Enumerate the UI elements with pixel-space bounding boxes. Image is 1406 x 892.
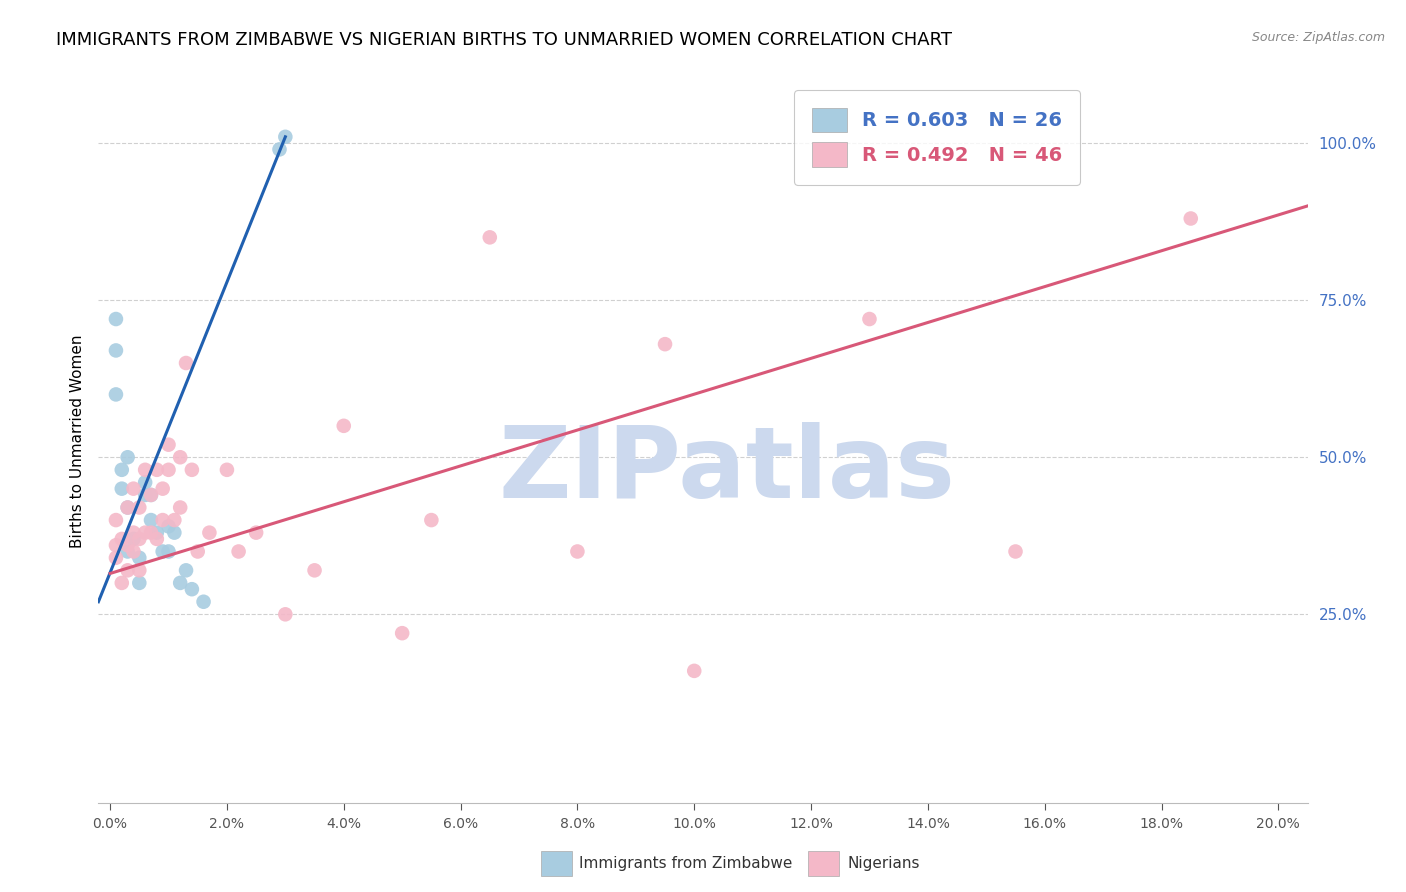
Point bbox=[104, 387, 127, 401]
Point bbox=[146, 532, 169, 546]
Point bbox=[128, 532, 150, 546]
Point bbox=[128, 563, 150, 577]
Text: Nigerians: Nigerians bbox=[848, 856, 921, 871]
Point bbox=[304, 563, 326, 577]
Point bbox=[139, 488, 162, 502]
Point bbox=[269, 142, 291, 156]
Point bbox=[152, 544, 174, 558]
Point bbox=[152, 513, 174, 527]
Point bbox=[478, 230, 501, 244]
Legend: R = 0.603   N = 26, R = 0.492   N = 46: R = 0.603 N = 26, R = 0.492 N = 46 bbox=[794, 90, 1080, 185]
Point bbox=[104, 513, 127, 527]
Point bbox=[228, 544, 250, 558]
Point bbox=[104, 550, 127, 565]
Point bbox=[146, 525, 169, 540]
Point bbox=[134, 475, 156, 490]
Point bbox=[117, 538, 139, 552]
Point bbox=[274, 129, 297, 144]
Point bbox=[391, 626, 413, 640]
Point bbox=[122, 525, 145, 540]
Point bbox=[157, 519, 180, 533]
Point bbox=[134, 525, 156, 540]
Point bbox=[157, 438, 180, 452]
Point bbox=[245, 525, 267, 540]
Point bbox=[117, 500, 139, 515]
Point bbox=[146, 463, 169, 477]
Point bbox=[683, 664, 706, 678]
Point bbox=[117, 500, 139, 515]
Point bbox=[117, 544, 139, 558]
Point bbox=[180, 463, 202, 477]
Point bbox=[122, 544, 145, 558]
Point bbox=[117, 563, 139, 577]
Point bbox=[1180, 211, 1202, 226]
Point bbox=[858, 312, 880, 326]
Text: IMMIGRANTS FROM ZIMBABWE VS NIGERIAN BIRTHS TO UNMARRIED WOMEN CORRELATION CHART: IMMIGRANTS FROM ZIMBABWE VS NIGERIAN BIR… bbox=[56, 31, 952, 49]
Point bbox=[163, 525, 186, 540]
Point bbox=[420, 513, 443, 527]
Point bbox=[169, 500, 191, 515]
Point bbox=[567, 544, 589, 558]
Text: Immigrants from Zimbabwe: Immigrants from Zimbabwe bbox=[579, 856, 793, 871]
Point bbox=[187, 544, 209, 558]
Point bbox=[104, 538, 127, 552]
Point bbox=[163, 513, 186, 527]
Point bbox=[111, 463, 134, 477]
Y-axis label: Births to Unmarried Women: Births to Unmarried Women bbox=[69, 334, 84, 549]
Point bbox=[111, 482, 134, 496]
Point bbox=[654, 337, 676, 351]
Point bbox=[152, 482, 174, 496]
Point bbox=[193, 595, 215, 609]
Point bbox=[169, 575, 191, 590]
Point bbox=[332, 418, 354, 433]
Text: ZIPatlas: ZIPatlas bbox=[499, 422, 956, 519]
Point bbox=[1004, 544, 1026, 558]
Point bbox=[134, 488, 156, 502]
Point bbox=[215, 463, 238, 477]
Point bbox=[122, 532, 145, 546]
Point bbox=[274, 607, 297, 622]
Point bbox=[139, 513, 162, 527]
Point bbox=[117, 450, 139, 465]
Point bbox=[104, 312, 127, 326]
Point bbox=[104, 343, 127, 358]
Point bbox=[198, 525, 221, 540]
Point bbox=[139, 525, 162, 540]
Point bbox=[134, 463, 156, 477]
Point bbox=[157, 544, 180, 558]
Point bbox=[174, 563, 197, 577]
Point bbox=[128, 575, 150, 590]
Point bbox=[139, 488, 162, 502]
Point bbox=[122, 482, 145, 496]
Point bbox=[111, 532, 134, 546]
Text: Source: ZipAtlas.com: Source: ZipAtlas.com bbox=[1251, 31, 1385, 45]
Point bbox=[169, 450, 191, 465]
Point bbox=[111, 575, 134, 590]
Point bbox=[128, 500, 150, 515]
Point bbox=[157, 463, 180, 477]
Point bbox=[180, 582, 202, 597]
Point bbox=[128, 550, 150, 565]
Point bbox=[174, 356, 197, 370]
